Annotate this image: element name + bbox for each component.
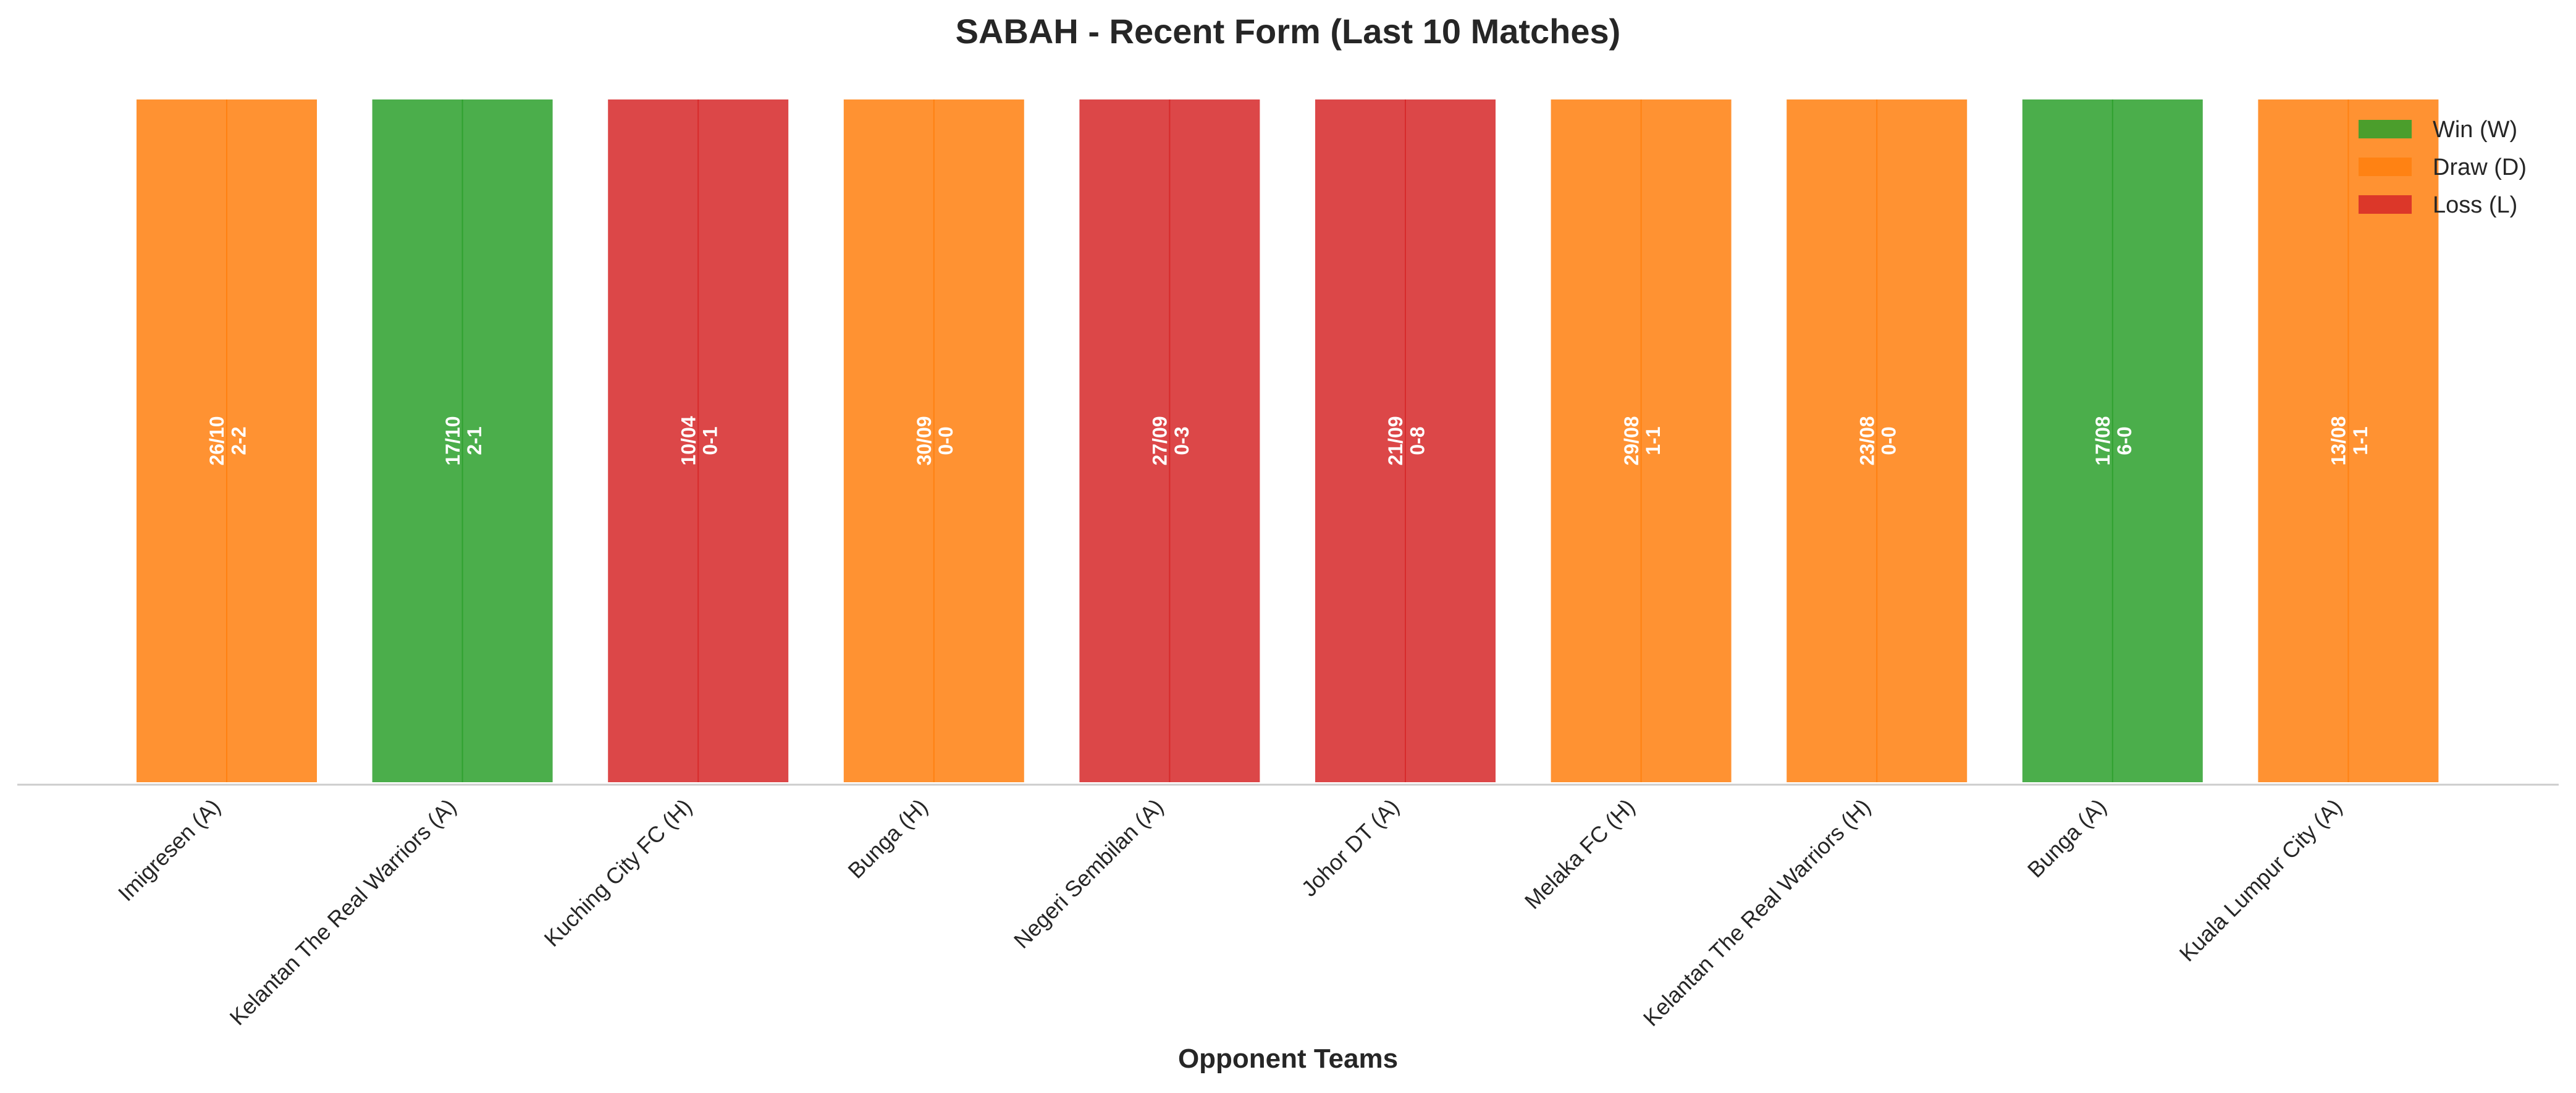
bar-date-label: 17/10	[442, 416, 464, 465]
bars-layer: 26/102-2 17/102-1 10/040-1 30/090-0 27/090-3…	[134, 97, 2441, 785]
x-tick-label: Negeri Sembilan (A)	[1009, 794, 1168, 953]
bar-score-label: 1-1	[1642, 426, 1664, 455]
bar-score-label: 2-1	[463, 426, 486, 455]
bar-score-label: 0-0	[1878, 426, 1900, 455]
bar-date-label: 17/08	[2092, 416, 2114, 465]
bar-date-label: 26/10	[206, 416, 228, 465]
x-tick-labels: Imigresen (A)Kelantan The Real Warriors …	[113, 794, 2347, 1031]
bar-date-label: 30/09	[913, 416, 935, 465]
x-tick-label: Kelantan The Real Warriors (A)	[225, 794, 461, 1031]
bar-label: 26/102-2	[206, 416, 250, 465]
bar-date-label: 21/09	[1384, 416, 1407, 465]
bar-score-label: 1-1	[2349, 426, 2372, 455]
bar-score-label: 0-3	[1171, 426, 1193, 455]
bar-date-label: 13/08	[2328, 416, 2350, 465]
bar-score-label: 6-0	[2113, 426, 2136, 455]
bar-label: 21/090-8	[1384, 416, 1428, 465]
bar-label: 13/081-1	[2328, 416, 2372, 465]
bar-label: 27/090-3	[1149, 416, 1193, 465]
bar-score-label: 0-8	[1406, 426, 1428, 455]
chart-title: SABAH - Recent Form (Last 10 Matches)	[956, 12, 1621, 51]
x-tick-label: Kuala Lumpur City (A)	[2174, 794, 2347, 966]
x-tick-label: Kuching City FC (H)	[539, 794, 697, 952]
x-axis-label: Opponent Teams	[1178, 1044, 1398, 1074]
x-tick-label: Bunga (A)	[2022, 794, 2111, 883]
x-tick-label: Johor DT (A)	[1296, 794, 1404, 901]
bar-label: 30/090-0	[913, 416, 957, 465]
x-tick-label: Imigresen (A)	[113, 794, 225, 906]
legend-swatch-l	[2359, 195, 2412, 214]
x-tick-label: Kelantan The Real Warriors (H)	[1638, 794, 1875, 1031]
legend-swatch-w	[2359, 120, 2412, 138]
bar-date-label: 10/04	[677, 416, 699, 465]
bar-score-label: 0-0	[935, 426, 957, 455]
x-tick-label: Melaka FC (H)	[1520, 794, 1639, 914]
bar-label: 17/086-0	[2092, 416, 2136, 465]
legend-swatch-d	[2359, 158, 2412, 176]
legend-label: Win (W)	[2433, 117, 2517, 143]
bar-label: 17/102-1	[442, 416, 486, 465]
legend-label: Loss (L)	[2433, 192, 2517, 218]
bar-score-label: 2-2	[227, 426, 250, 455]
legend: Win (W) Draw (D) Loss (L)	[2359, 117, 2527, 218]
bar-score-label: 0-1	[699, 426, 722, 455]
bar-date-label: 29/08	[1620, 416, 1643, 465]
bar-label: 29/081-1	[1620, 416, 1664, 465]
legend-label: Draw (D)	[2433, 154, 2527, 180]
bar-date-label: 27/09	[1149, 416, 1171, 465]
bar-label: 10/040-1	[677, 416, 721, 465]
bar-label: 23/080-0	[1856, 416, 1900, 465]
bar-date-label: 23/08	[1856, 416, 1878, 465]
x-tick-label: Bunga (H)	[843, 794, 932, 884]
